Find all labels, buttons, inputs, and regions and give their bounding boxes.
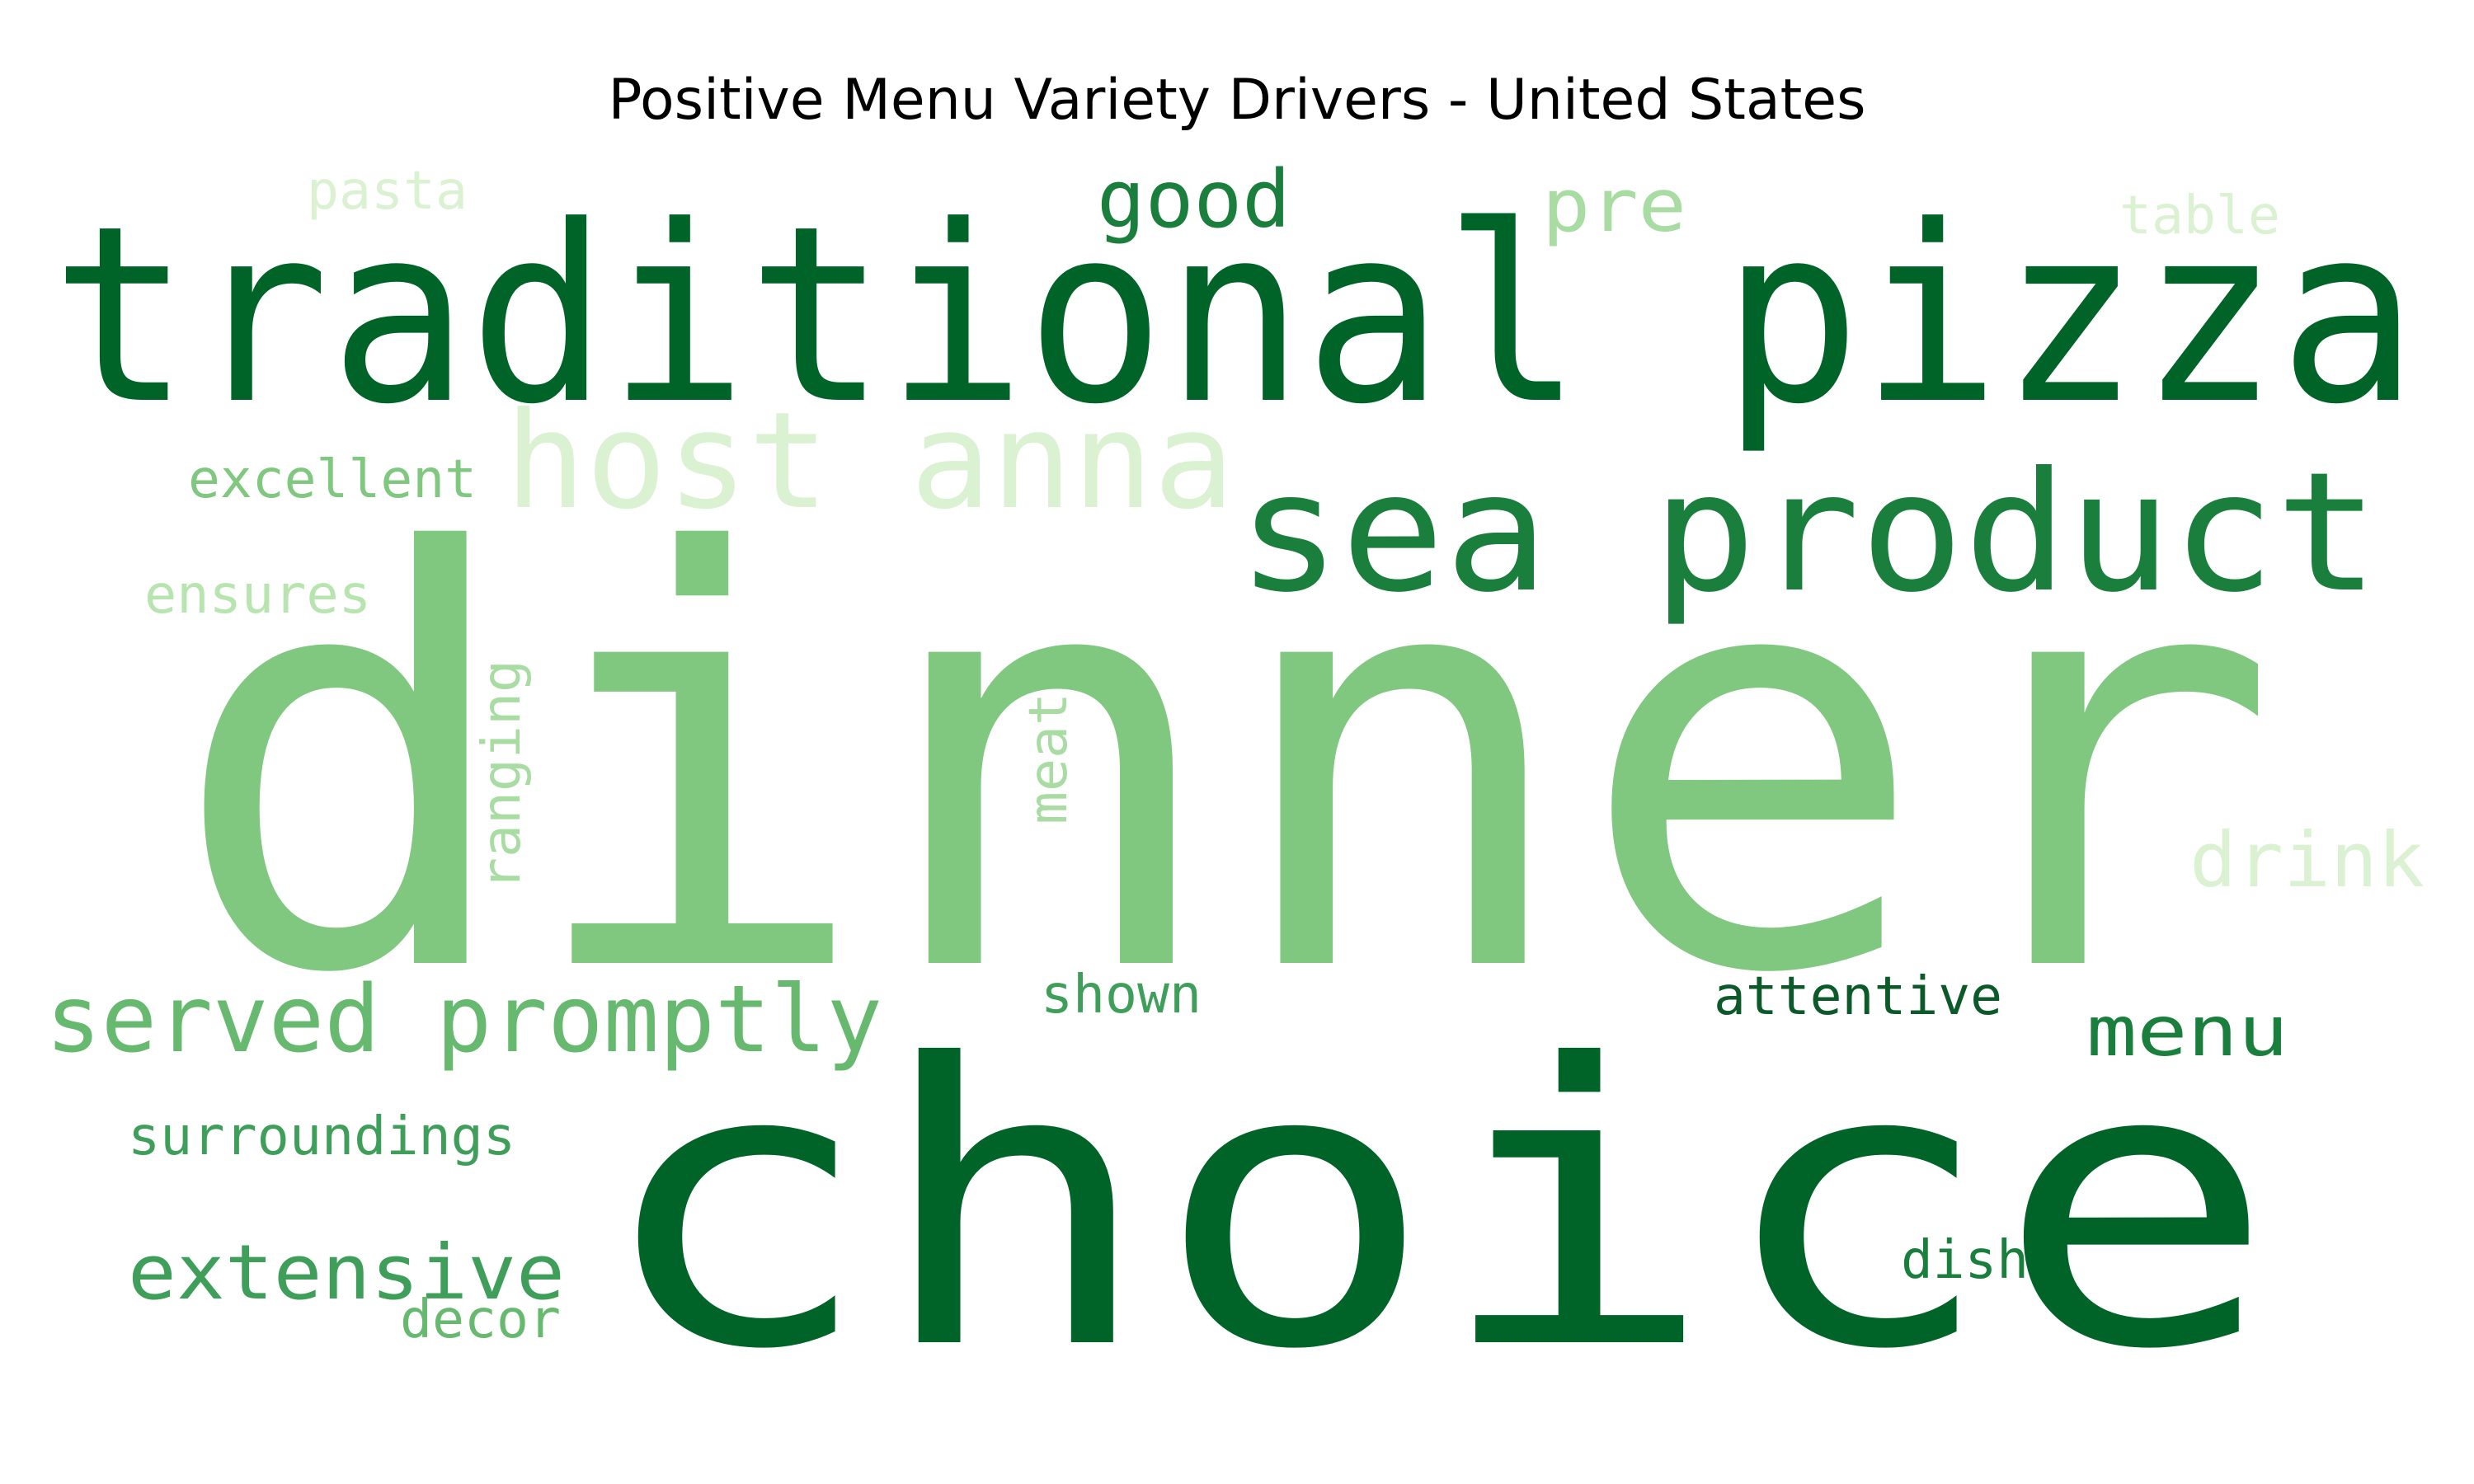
word-choice: choice	[594, 983, 2276, 1434]
word-ensures: ensures	[144, 565, 371, 626]
word-ranging: ranging	[472, 660, 533, 890]
word-extensive: extensive	[128, 1228, 565, 1317]
word-table: table	[2119, 186, 2280, 247]
word-pasta: pasta	[307, 161, 468, 222]
word-pre: pre	[1542, 163, 1686, 248]
word-attentive: attentive	[1714, 966, 2002, 1027]
word-good: good	[1097, 153, 1291, 246]
word-sea-product: sea product	[1237, 437, 2379, 629]
word-menu: menu	[2086, 991, 2288, 1072]
word-served-promptly: served promptly	[45, 966, 882, 1073]
word-host-anna: host anna	[505, 384, 1235, 539]
word-traditional-pizza: traditional pizza	[51, 173, 2418, 458]
word-dish: dish	[1901, 1230, 2029, 1291]
word-drink: drink	[2189, 816, 2425, 904]
word-excellent: excellent	[188, 449, 477, 510]
page-title: Positive Menu Variety Drivers - United S…	[608, 68, 1866, 133]
word-decor: decor	[400, 1289, 561, 1350]
word-shown: shown	[1041, 965, 1202, 1026]
word-meat: meat	[1018, 693, 1079, 824]
word-surroundings: surroundings	[128, 1106, 515, 1167]
word-dinner: dinner	[169, 435, 2280, 1097]
